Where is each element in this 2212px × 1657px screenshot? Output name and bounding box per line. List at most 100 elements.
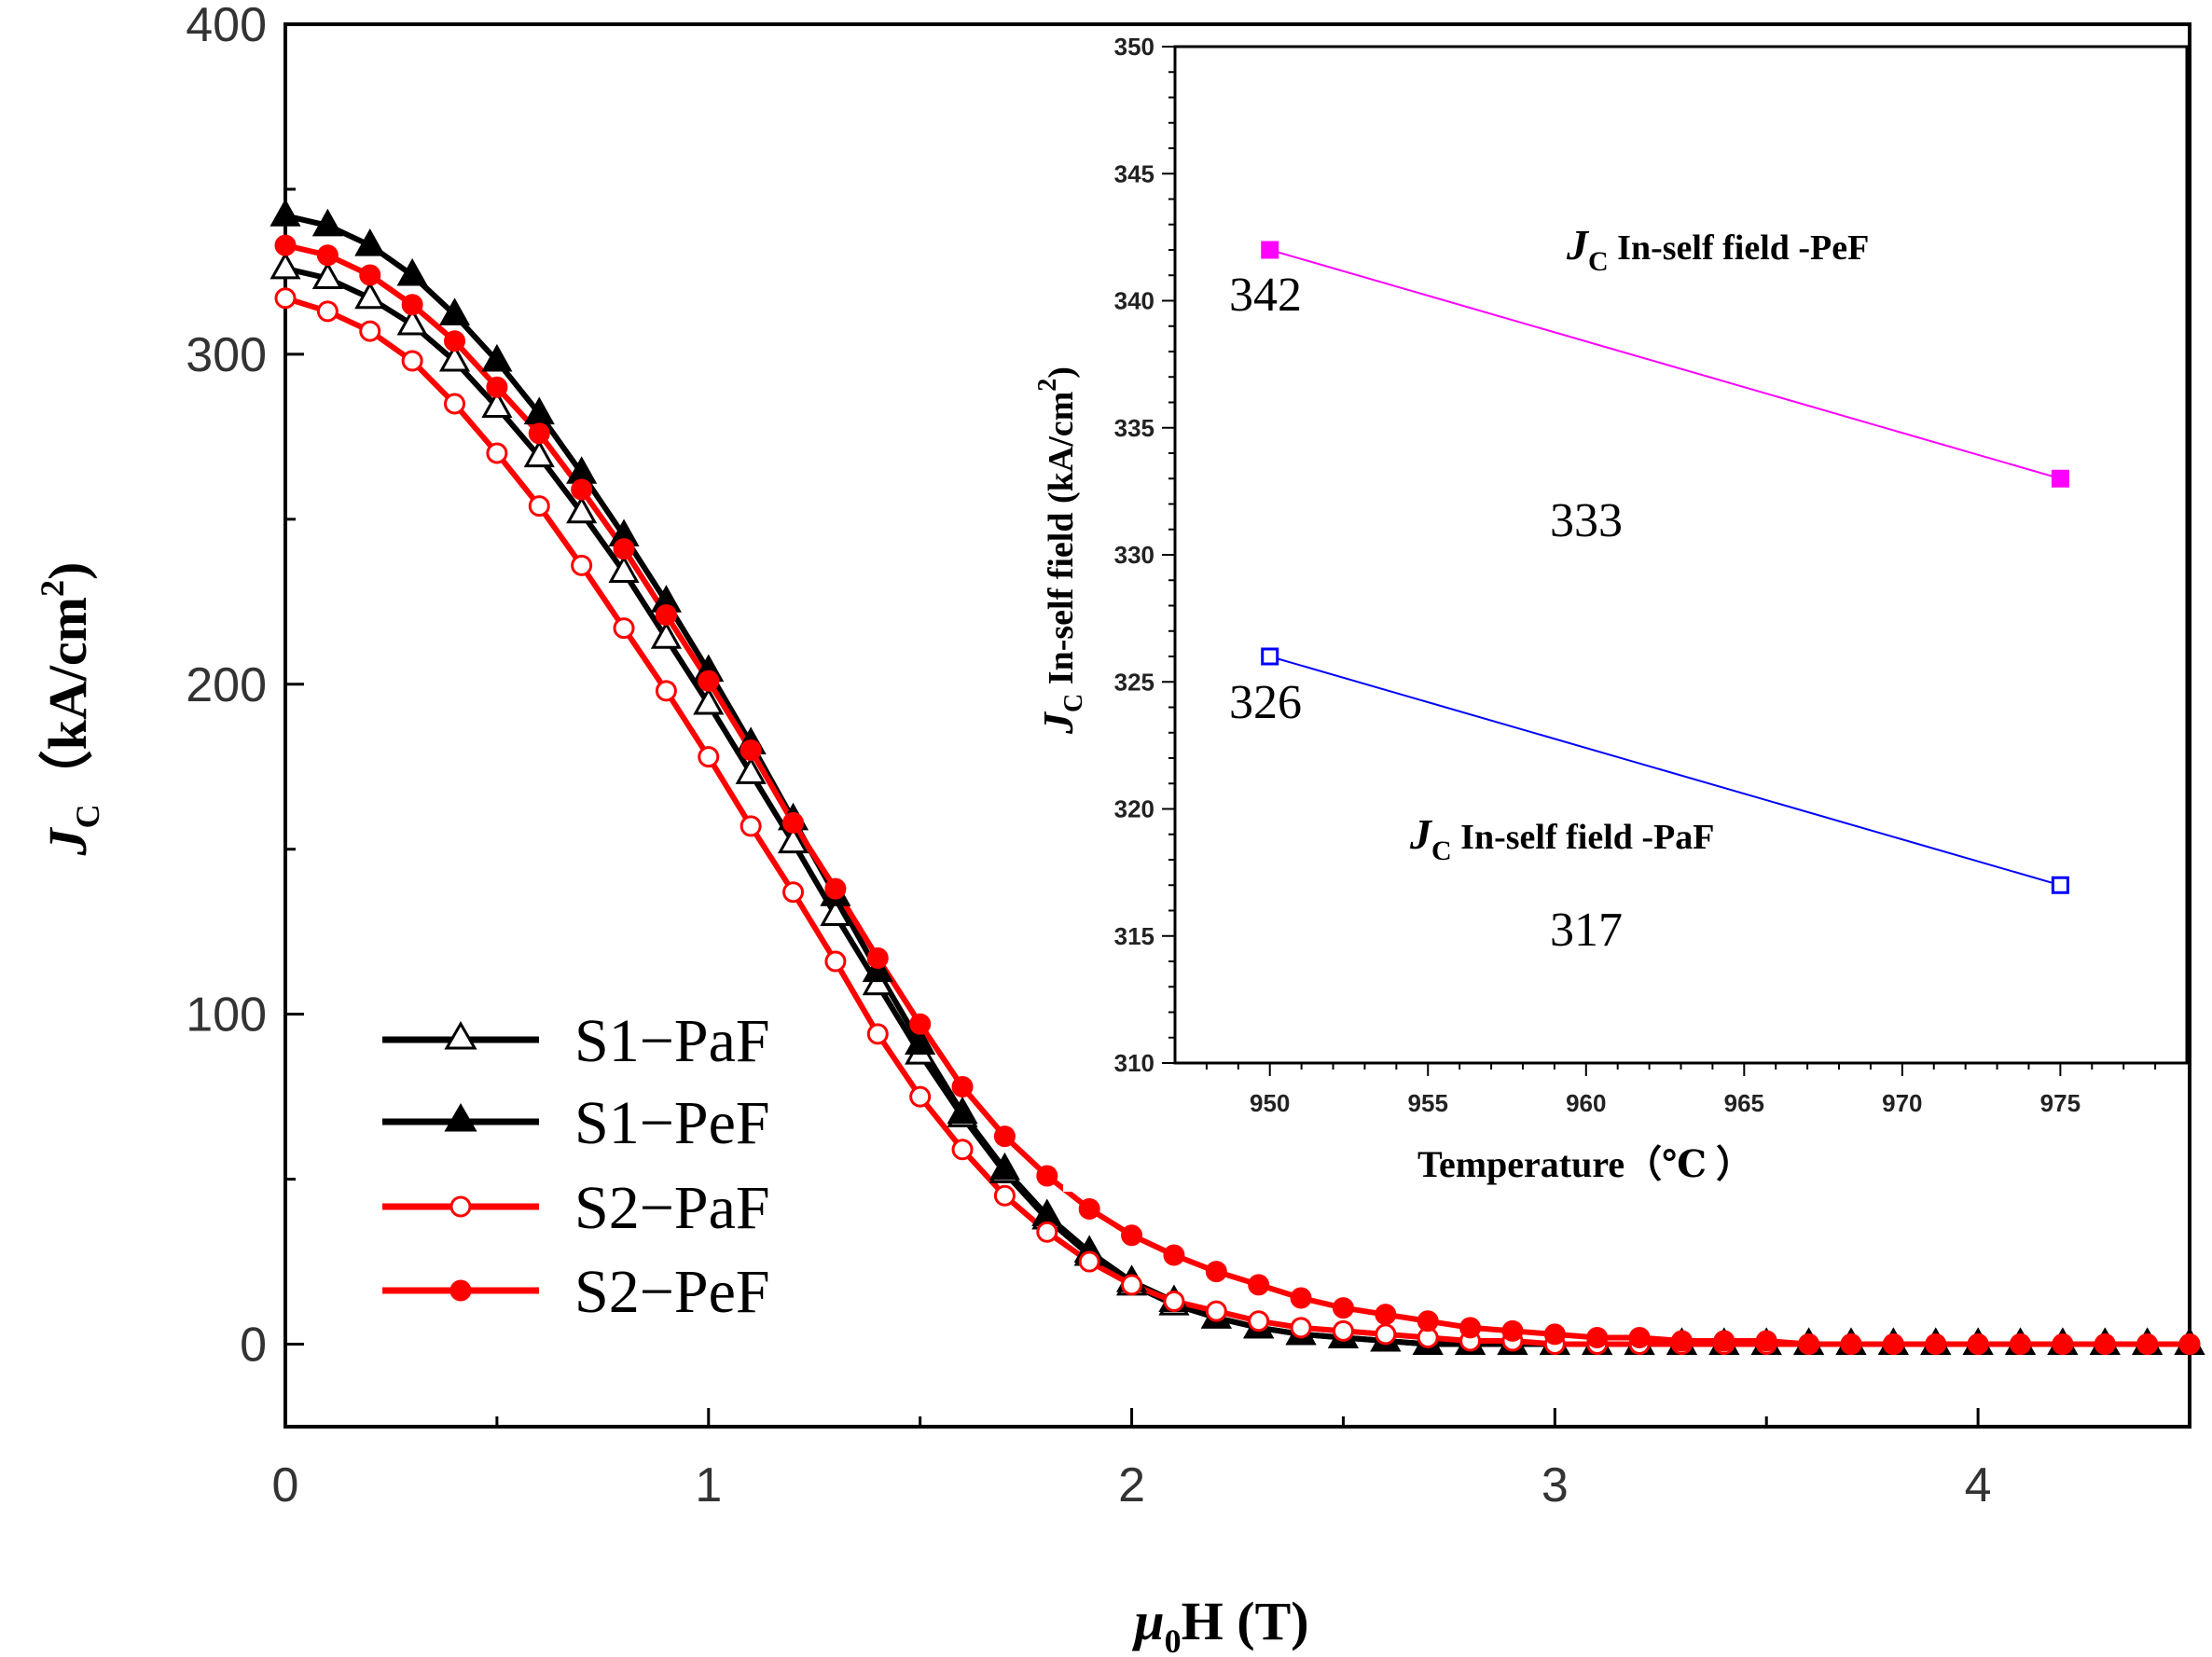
data-point-1 <box>905 1027 936 1055</box>
data-point-1 <box>396 257 428 286</box>
data-point-3 <box>1840 1333 1862 1356</box>
data-point-0 <box>693 686 725 715</box>
inset-data-point-1 <box>1261 647 1279 666</box>
data-point-3 <box>2009 1333 2031 1356</box>
data-point-3 <box>740 739 762 762</box>
data-point-3 <box>698 670 720 692</box>
x-tick-label: 2 <box>1118 1458 1145 1512</box>
inset-data-point-0 <box>2051 469 2069 488</box>
legend-label-s1-paf: S1−PaF <box>574 1007 770 1075</box>
data-point-3 <box>1713 1330 1735 1352</box>
data-point-0 <box>354 281 386 310</box>
data-point-3 <box>1628 1326 1651 1348</box>
data-point-3 <box>2178 1333 2201 1356</box>
data-point-3 <box>1459 1317 1482 1339</box>
data-point-3 <box>1036 1165 1058 1187</box>
data-point-3 <box>2094 1333 2116 1356</box>
data-point-3 <box>613 538 635 560</box>
data-point-0 <box>311 261 343 289</box>
data-point-3 <box>1332 1297 1354 1319</box>
data-point-3 <box>571 478 593 501</box>
x-tick-label: 4 <box>1965 1458 1992 1512</box>
series-line-3 <box>284 242 2190 1347</box>
inset-y-tick-label: 350 <box>1114 33 1154 61</box>
inset-y-tick-label: 340 <box>1114 287 1154 315</box>
data-point-2 <box>1078 1250 1100 1273</box>
data-point-0 <box>862 967 893 996</box>
inset-x-tick-label: 955 <box>1408 1089 1448 1117</box>
legend-item-s2-paf: S2−PaF <box>382 1174 770 1242</box>
main-x-axis-title: μ0H (T) <box>1131 1591 1308 1657</box>
inset-x-axis-title: Temperature（℃ ） <box>1417 1143 1753 1185</box>
y-tick-label: 300 <box>186 328 267 382</box>
legend-marker-filled-triangle <box>444 1102 477 1132</box>
data-point-2 <box>401 350 423 372</box>
data-point-2 <box>993 1184 1016 1207</box>
data-point-0 <box>270 251 301 280</box>
data-point-0 <box>777 825 809 854</box>
data-point-0 <box>438 343 471 372</box>
data-point-3 <box>1417 1310 1439 1333</box>
data-point-2 <box>1205 1300 1227 1322</box>
y-tick-label: 200 <box>186 658 267 712</box>
inset-x-tick-label: 960 <box>1566 1089 1606 1117</box>
inset-series-label-paf: JC In-self field -PaF <box>1409 810 1714 866</box>
data-point-2 <box>866 1023 889 1045</box>
data-point-2 <box>359 320 381 342</box>
data-point-1 <box>862 954 893 983</box>
y-tick-label: 0 <box>240 1319 267 1373</box>
data-point-2 <box>1248 1310 1270 1333</box>
data-point-3 <box>359 264 381 286</box>
data-point-0 <box>608 555 640 583</box>
data-point-3 <box>1882 1333 1904 1356</box>
data-point-2 <box>571 554 593 576</box>
inset-axis-ticks: 950 955 960 965 970 975 310 315 320 325 330 335 340 3… <box>1114 33 2157 1117</box>
data-point-3 <box>1163 1244 1185 1266</box>
data-point-3 <box>2052 1333 2074 1356</box>
data-point-3 <box>1798 1333 1820 1356</box>
inset-annotation-paf-975: 317 <box>1550 904 1623 957</box>
legend-marker-open-triangle <box>444 1020 477 1050</box>
data-point-2 <box>316 300 339 323</box>
data-point-1 <box>438 297 471 325</box>
inset-data-point-0 <box>1261 241 1279 259</box>
data-point-2 <box>740 815 762 837</box>
legend-label-s2-pef: S2−PeF <box>574 1258 770 1326</box>
data-point-3 <box>824 877 847 900</box>
data-point-3 <box>444 330 466 352</box>
inset-y-tick-label: 335 <box>1114 414 1154 442</box>
data-point-2 <box>909 1085 932 1108</box>
data-point-2 <box>824 950 847 973</box>
legend-item-s1-pef: S1−PeF <box>382 1089 770 1157</box>
legend: S1−PaF S1−PeF S2−PaF S2−PeF <box>382 1007 770 1326</box>
data-point-2 <box>698 746 720 768</box>
data-point-3 <box>1501 1319 1524 1342</box>
x-tick-label: 1 <box>695 1458 722 1512</box>
inset-annotation-pef-975: 333 <box>1550 494 1623 547</box>
data-point-3 <box>1670 1330 1693 1352</box>
data-point-2 <box>528 495 550 518</box>
inset-y-tick-label: 310 <box>1114 1049 1154 1077</box>
data-point-3 <box>1248 1274 1270 1296</box>
data-point-2 <box>1375 1323 1397 1346</box>
data-point-1 <box>947 1096 978 1125</box>
legend-marker-open-circle <box>449 1195 472 1218</box>
data-point-3 <box>993 1125 1016 1148</box>
data-point-3 <box>486 376 508 398</box>
data-point-2 <box>1036 1221 1058 1243</box>
legend-item-s2-pef: S2−PeF <box>382 1258 770 1326</box>
data-point-3 <box>401 294 423 316</box>
data-point-3 <box>528 422 550 445</box>
data-point-3 <box>1586 1326 1609 1348</box>
data-point-3 <box>782 811 805 834</box>
data-point-3 <box>1755 1330 1777 1352</box>
inset-x-tick-label: 950 <box>1250 1089 1290 1117</box>
data-point-2 <box>613 617 635 640</box>
main-y-axis-title: JC（kA/cm2) <box>34 562 106 857</box>
data-point-0 <box>735 756 767 784</box>
inset-annotation-paf-950: 326 <box>1229 676 1302 729</box>
data-point-3 <box>951 1076 974 1098</box>
